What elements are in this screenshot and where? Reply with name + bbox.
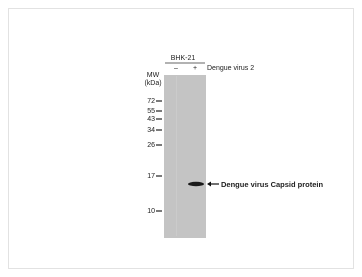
band-label: Dengue virus Capsid protein	[221, 180, 324, 189]
lane-label: +	[193, 65, 197, 72]
marker-label: 17	[147, 173, 155, 180]
mw-label: MW	[147, 72, 160, 79]
protein-band	[188, 182, 204, 186]
cell-line: BHK-21	[171, 55, 196, 62]
mw-unit: (kDa)	[144, 80, 161, 87]
marker-label: 43	[147, 116, 155, 123]
marker-label: 34	[147, 127, 155, 134]
marker-label: 72	[147, 98, 155, 105]
marker-label: 55	[147, 108, 155, 115]
lane-divider	[176, 76, 177, 236]
marker-label: 26	[147, 142, 155, 149]
lane-label: –	[174, 65, 178, 72]
blot-figure: BHK-21 – + Dengue virus 2 MW (kDa) 72 554…	[0, 0, 362, 277]
gel-lane	[164, 75, 206, 238]
treatment-label: Dengue virus 2	[207, 65, 254, 72]
marker-label: 10	[147, 208, 155, 215]
